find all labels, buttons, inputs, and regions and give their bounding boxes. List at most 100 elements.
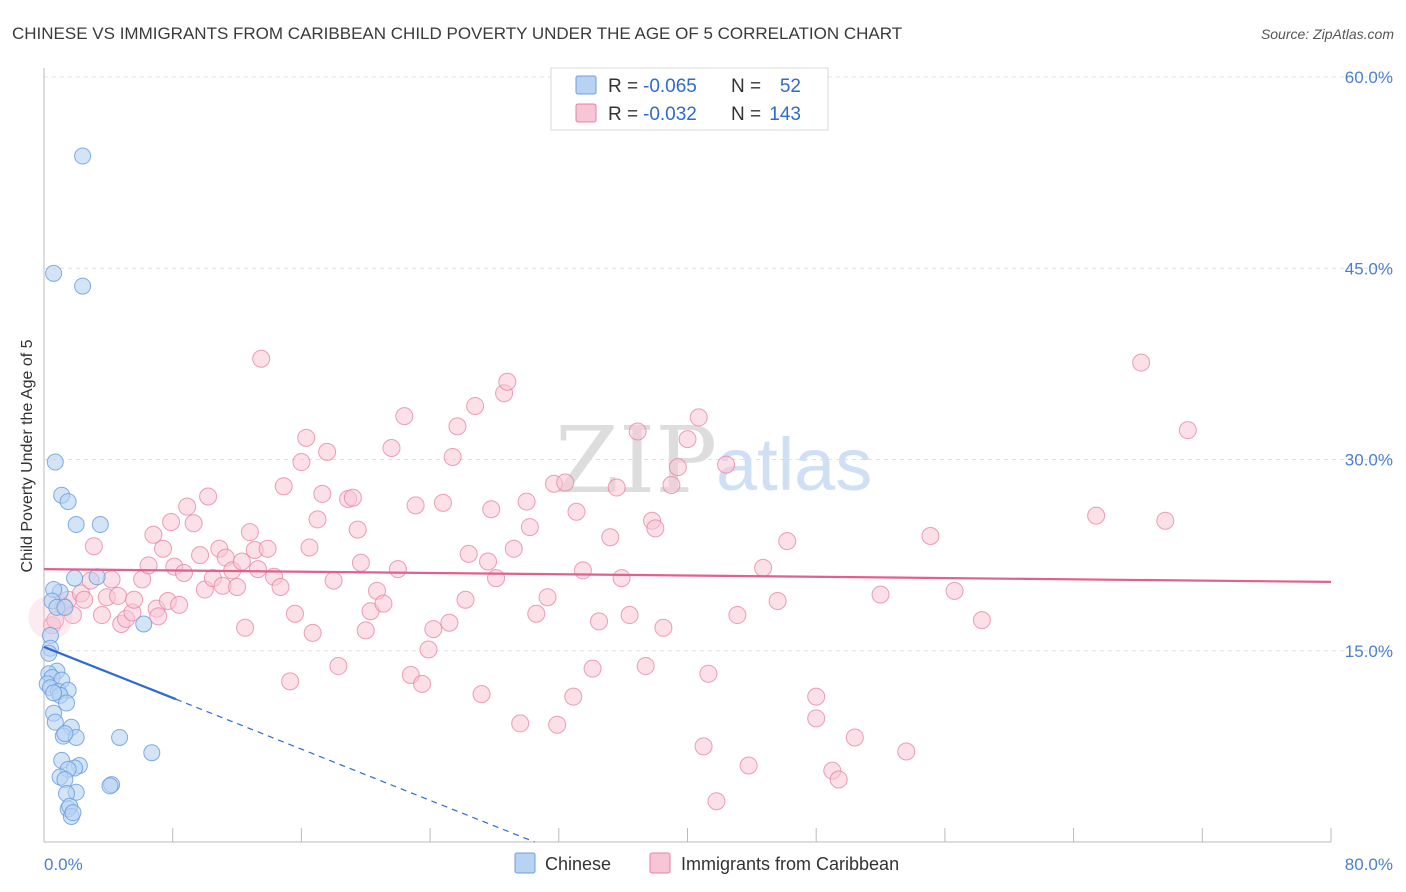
caribbean-point [728, 606, 747, 625]
caribbean-point [921, 527, 940, 545]
series-chinese-points [38, 147, 161, 825]
chinese-point [59, 493, 77, 511]
caribbean-point [356, 621, 375, 640]
caribbean-point [1156, 511, 1175, 530]
caribbean-point [466, 396, 485, 415]
caribbean-point [556, 473, 575, 492]
caribbean-point [433, 493, 452, 512]
caribbean-point [303, 623, 322, 642]
chinese-point [101, 777, 119, 795]
caribbean-point [754, 558, 773, 577]
caribbean-point [520, 518, 539, 537]
chinese-point [66, 569, 84, 587]
chinese-point [45, 684, 63, 702]
caribbean-point [248, 560, 267, 579]
caribbean-point [258, 539, 277, 558]
caribbean-point [654, 618, 673, 637]
chart-title: CHINESE VS IMMIGRANTS FROM CARIBBEAN CHI… [12, 24, 902, 43]
caribbean-point [707, 792, 726, 811]
caribbean-point [154, 539, 173, 558]
caribbean-point [318, 442, 337, 461]
caribbean-point [739, 756, 758, 775]
caribbean-point [573, 561, 592, 580]
stats-legend: R = -0.065 N = 52 R = -0.032 N = 143 [550, 67, 829, 131]
chinese-point [74, 277, 92, 295]
caribbean-point [191, 546, 210, 565]
legend-r-value-chinese: -0.065 [643, 76, 697, 97]
caribbean-point [382, 439, 401, 458]
caribbean-point [271, 578, 290, 596]
caribbean-point [871, 585, 890, 604]
caribbean-point [583, 659, 602, 678]
caribbean-point [487, 569, 506, 588]
caribbean-point [482, 500, 501, 519]
chinese-point [91, 516, 109, 534]
caribbean-point [567, 502, 586, 521]
caribbean-point [324, 571, 343, 590]
series-legend-swatch-chinese [514, 852, 536, 874]
chinese-point [58, 694, 76, 712]
caribbean-point [413, 674, 432, 693]
caribbean-point [668, 458, 687, 477]
caribbean-point [527, 604, 546, 623]
caribbean-point [144, 525, 163, 544]
watermark-atlas: atlas [716, 423, 872, 506]
caribbean-point [699, 664, 718, 683]
caribbean-point [517, 492, 536, 511]
caribbean-point [308, 510, 327, 529]
caribbean-point [199, 487, 218, 506]
caribbean-point [170, 595, 189, 614]
caribbean-point [184, 514, 203, 533]
caribbean-point [807, 709, 826, 728]
chinese-point [45, 264, 63, 282]
caribbean-point [297, 428, 316, 447]
caribbean-point [440, 613, 459, 632]
chinese-point [74, 147, 92, 165]
legend-n-value-chinese: 52 [780, 76, 801, 97]
caribbean-point [228, 578, 247, 596]
stats-legend-box [550, 67, 829, 131]
caribbean-point [300, 538, 319, 557]
caribbean-point [343, 488, 362, 507]
caribbean-point [472, 685, 491, 704]
caribbean-point [504, 539, 523, 558]
caribbean-point [945, 581, 964, 600]
caribbean-point [548, 715, 567, 734]
caribbean-point [102, 570, 121, 589]
caribbean-point [607, 478, 626, 497]
caribbean-point [84, 537, 103, 556]
caribbean-point [768, 592, 787, 611]
caribbean-point [717, 455, 736, 474]
legend-n-value-caribbean: 143 [769, 104, 801, 125]
caribbean-point [281, 672, 300, 691]
caribbean-point [456, 590, 475, 609]
caribbean-point [395, 407, 414, 426]
caribbean-point [1132, 353, 1151, 372]
caribbean-point [285, 604, 304, 623]
caribbean-point [252, 349, 271, 368]
chinese-point [56, 725, 74, 743]
caribbean-point [778, 532, 797, 551]
legend-swatch-caribbean [575, 103, 597, 123]
caribbean-point [459, 544, 478, 563]
caribbean-point [351, 553, 370, 572]
caribbean-point [162, 512, 181, 531]
chinese-point [64, 804, 82, 822]
caribbean-point [125, 590, 144, 609]
trend-lines [43, 568, 1332, 843]
legend-swatch-chinese [575, 75, 597, 95]
chinese-point [67, 516, 85, 534]
series-legend-label-caribbean: Immigrants from Caribbean [681, 854, 899, 874]
legend-n-label-caribbean: N = [731, 104, 761, 125]
caribbean-point [348, 520, 367, 539]
caribbean-point [406, 496, 425, 515]
caribbean-point [972, 611, 991, 630]
y-axis-label: Child Poverty Under the Age of 5 [19, 339, 36, 572]
caribbean-point [694, 737, 713, 756]
caribbean-point [292, 453, 311, 472]
watermark: ZIP atlas [555, 407, 872, 514]
legend-r-label-chinese: R = [608, 76, 638, 97]
caribbean-trend-line [43, 568, 1332, 583]
caribbean-point [511, 714, 530, 733]
